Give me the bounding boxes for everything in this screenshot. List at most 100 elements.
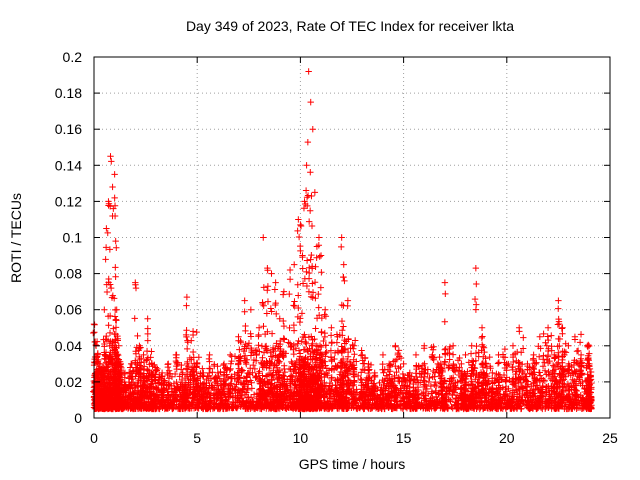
scatter-point [112,237,119,245]
scatter-point [317,284,325,291]
scatter-point [305,218,313,225]
scatter-point [101,343,108,350]
scatter-point [295,233,303,241]
scatter-point [307,98,314,106]
scatter-point [93,338,101,345]
scatter-point [109,292,117,299]
scatter-point [260,234,267,241]
scatter-point [127,360,135,368]
scatter-point [134,332,141,340]
scatter-point [294,227,301,235]
scatter-point [473,280,480,288]
scatter-point [515,324,523,331]
scatter-point [462,351,469,359]
scatter-point [338,317,346,325]
scatter-point [312,325,319,332]
scatter-point [184,337,191,344]
scatter-point [247,333,255,340]
scatter-point [520,334,527,341]
scatter-point [501,345,509,353]
scatter-point [486,353,493,361]
scatter-point [508,363,516,371]
scatter-point [299,265,306,272]
scatter-point [113,306,120,313]
scatter-point [279,291,287,298]
scatter-point [183,345,191,353]
scatter-point [114,332,121,340]
scatter-point [309,126,316,133]
scatter-point [260,323,267,330]
scatter-point [103,336,110,343]
scatter-point [286,266,294,274]
scatter-point [271,286,279,293]
scatter-point [195,354,203,361]
scatter-point [127,395,134,402]
scatter-point [272,279,279,286]
scatter-point [131,315,138,322]
scatter-point [397,354,405,362]
scatter-point [259,354,266,361]
scatter-point [315,304,322,311]
scatter-point [449,351,457,358]
scatter-point [394,351,402,359]
scatter-point [318,328,325,336]
scatter-point [106,312,114,320]
scatter-point [102,256,109,263]
scatter-point [303,162,310,169]
scatter-point [148,348,155,355]
scatter-point [112,264,119,271]
scatter-point [399,370,407,378]
scatter-point [118,405,125,412]
scatter-point [260,302,267,309]
scatter-point [236,346,243,353]
scatter-point [471,295,479,303]
scatter-point [113,244,120,252]
data-points [90,68,595,413]
scatter-point [104,229,111,237]
scatter-point [105,198,112,205]
scatter-point [494,360,502,367]
scatter-point [436,353,443,361]
scatter-point [412,351,420,359]
scatter-point [340,323,347,330]
scatter-point [111,171,118,178]
scatter-point [127,382,135,389]
scatter-point [311,189,319,196]
scatter-point [264,287,271,294]
scatter-point [91,321,98,328]
scatter-point [400,360,407,368]
scatter-point [441,346,449,354]
scatter-point [241,297,248,304]
scatter-point [450,360,457,368]
scatter-point [281,336,288,343]
scatter-point [392,342,399,349]
scatter-point [127,364,134,371]
scatter-point [312,263,319,270]
scatter-point [290,321,298,329]
scatter-point [132,284,140,292]
scatter-point [109,183,116,191]
scatter-point [189,328,197,335]
scatter-point [328,339,335,347]
scatter-point [295,337,302,345]
scatter-point [412,370,420,377]
scatter-point [472,264,480,272]
scatter-point [112,324,120,331]
scatter-point [449,342,457,349]
scatter-point [341,277,348,285]
scatter-point [118,371,125,379]
scatter-point [307,256,314,263]
scatter-point [105,322,112,329]
scatter-point [380,369,387,377]
scatter-point [102,244,110,251]
scatter-point [220,360,228,368]
scatter-point [305,275,313,282]
scatter-point [144,325,151,332]
scatter-point [101,306,108,313]
scatter-point [321,329,329,337]
scatter-point [193,328,200,336]
scatter-point [478,334,486,342]
scatter-point [473,342,480,350]
scatter-point [206,351,213,359]
